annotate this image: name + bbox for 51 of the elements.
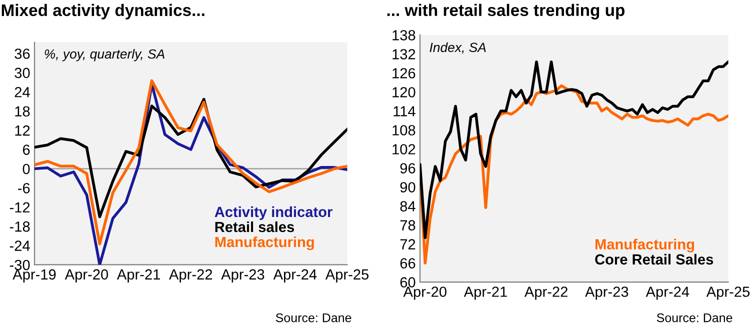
y-tick-label: 0 — [22, 164, 30, 174]
series-label: Activity indicator — [214, 206, 332, 220]
y-tick-label: 30 — [14, 68, 30, 78]
chart-title: Mixed activity dynamics... — [2, 4, 204, 20]
x-tick-label: Apr-19 — [12, 269, 56, 282]
x-tick-label: Apr-25 — [325, 269, 369, 282]
y-tick-label: 60 — [400, 277, 416, 288]
y-tick-label: 132 — [392, 49, 416, 60]
y-tick-label: 126 — [392, 68, 416, 78]
y-tick-label: 18 — [15, 106, 30, 117]
y-tick-label: 78 — [400, 220, 416, 230]
source-note: Source: Dane — [656, 313, 732, 322]
y-tick-label: 84 — [400, 201, 416, 212]
x-tick-label: Apr-22 — [524, 286, 568, 300]
source-note: Source: Dane — [276, 313, 352, 322]
chart-subtitle: %, yoy, quarterly, SA — [44, 48, 164, 62]
x-tick-label: Apr-21 — [464, 286, 507, 300]
y-tick-label: 66 — [400, 258, 416, 268]
y-tick-label: 96 — [400, 163, 416, 174]
x-tick-label: Apr-22 — [169, 269, 212, 282]
y-tick-label: -6 — [18, 183, 30, 194]
y-tick-label: -18 — [10, 221, 30, 232]
y-tick-label: -24 — [10, 240, 30, 251]
x-tick-label: Apr-21 — [116, 269, 160, 282]
y-tick-label: -30 — [10, 260, 30, 270]
y-tick-label: 36 — [14, 48, 30, 59]
x-tick-label: Apr-23 — [585, 286, 628, 300]
y-tick-label: -12 — [10, 202, 30, 212]
y-tick-label: 90 — [400, 182, 416, 192]
chart-subtitle: Index, SA — [430, 42, 486, 54]
text: Retail sales — [215, 221, 294, 232]
y-tick-label: 138 — [392, 30, 416, 40]
x-tick-label: Apr-25 — [706, 286, 750, 300]
y-tick-label: 12 — [15, 125, 30, 136]
y-tick-label: 72 — [400, 239, 416, 250]
text: Manufacturing — [595, 238, 694, 252]
x-tick-label: Apr-24 — [646, 286, 690, 300]
line-series — [420, 60, 728, 240]
y-tick-label: 108 — [392, 125, 416, 136]
x-tick-label: Apr-20 — [64, 269, 108, 282]
text: Manufacturing — [215, 236, 314, 250]
x-tick-label: Apr-20 — [403, 286, 446, 300]
y-tick-label: 102 — [392, 144, 416, 154]
chart-title: ... with retail sales trending up — [387, 4, 624, 20]
y-tick-label: 6 — [22, 144, 30, 155]
y-tick-label: 120 — [392, 87, 416, 98]
x-tick-label: Apr-23 — [221, 269, 264, 282]
y-tick-label: 114 — [394, 106, 416, 116]
y-tick-label: 24 — [14, 87, 30, 98]
text: Core Retail Sales — [595, 254, 714, 265]
x-tick-label: Apr-24 — [273, 269, 317, 282]
